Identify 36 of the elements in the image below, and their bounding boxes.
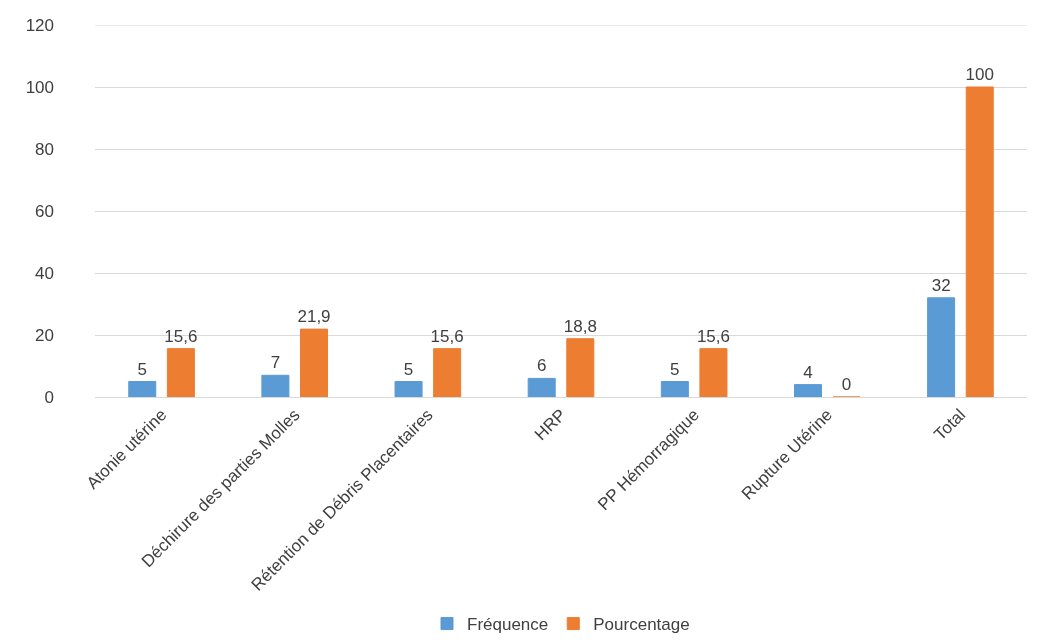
- data-label: 15,6: [430, 326, 464, 346]
- y-tick-label: 80: [35, 139, 54, 159]
- bar: [300, 328, 329, 397]
- legend-label: Fréquence: [467, 615, 549, 635]
- data-label: 21,9: [297, 307, 331, 327]
- data-label: 100: [965, 65, 994, 84]
- data-label: 0: [841, 375, 852, 394]
- y-tick-label: 60: [35, 201, 54, 221]
- data-label: 7: [270, 353, 281, 373]
- data-label: 5: [670, 359, 680, 379]
- y-tick-label: 0: [44, 387, 54, 407]
- data-label: 18,8: [563, 316, 597, 336]
- bar: [566, 338, 595, 397]
- data-label: 5: [137, 359, 147, 379]
- bar: [394, 381, 423, 397]
- bar: [166, 348, 195, 397]
- bar: [927, 297, 956, 397]
- data-label: 6: [536, 356, 547, 376]
- data-label: 5: [403, 359, 414, 379]
- bar: [433, 348, 462, 397]
- bar: [128, 381, 157, 397]
- data-label: 15,6: [696, 326, 730, 346]
- bar: [699, 348, 728, 397]
- legend-label: Pourcentage: [593, 615, 690, 635]
- bar: [527, 377, 556, 397]
- y-tick-label: 100: [25, 77, 54, 97]
- bar: [660, 381, 689, 397]
- y-tick-label: 120: [25, 15, 54, 35]
- data-label: 32: [931, 275, 951, 295]
- data-label: 4: [803, 362, 813, 382]
- y-tick-label: 20: [35, 325, 54, 345]
- y-tick-label: 40: [35, 263, 54, 283]
- bar: [965, 86, 994, 397]
- bar: [261, 374, 290, 397]
- bar: [793, 384, 822, 397]
- data-label: 15,6: [164, 326, 198, 346]
